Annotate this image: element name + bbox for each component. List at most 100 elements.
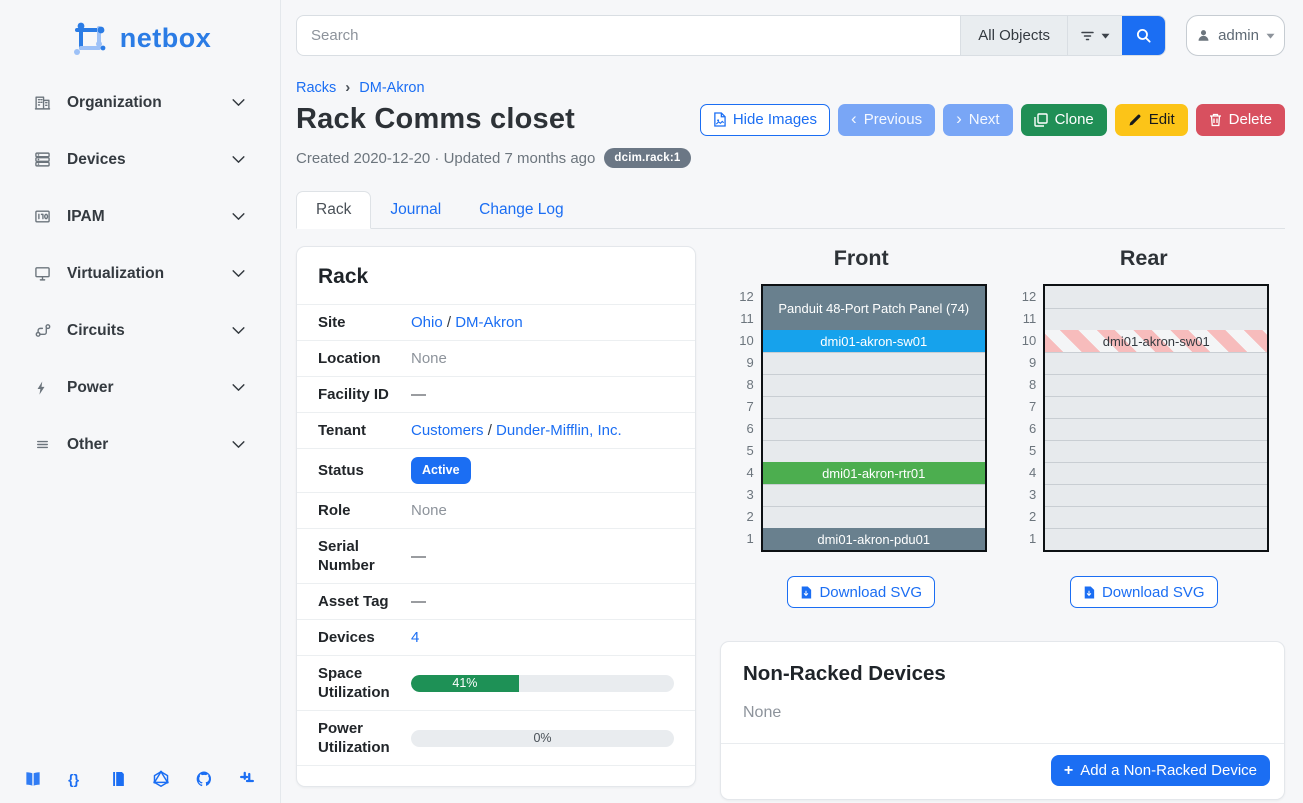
rack-empty-slot[interactable] <box>1045 374 1268 396</box>
value-none: None <box>411 350 447 367</box>
attribute-label: Space Utilization <box>318 665 390 701</box>
sidebar-item-devices[interactable]: Devices <box>0 131 280 188</box>
attribute-label: Power Utilization <box>318 720 390 756</box>
elevation-rear: Rear 12 11 10 9 8 7 6 5 4 3 2 1 dmi01-akron-sw01 Downl… <box>1003 246 1286 608</box>
search-scope-button[interactable]: All Objects <box>960 16 1067 55</box>
device-count-link[interactable]: 4 <box>411 629 420 646</box>
bolt-icon <box>34 380 58 396</box>
attribute-label: Site <box>318 314 346 331</box>
previous-button[interactable]: ‹ Previous <box>838 103 936 136</box>
rack-empty-slot[interactable] <box>1045 484 1268 506</box>
tab-change-log[interactable]: Change Log <box>479 201 564 218</box>
netbox-logo[interactable]: netbox <box>0 12 280 64</box>
chevron-left-icon: ‹ <box>851 109 857 128</box>
rack-empty-slot[interactable] <box>1045 440 1268 462</box>
sidebar-item-ipam[interactable]: IPAM <box>0 188 280 245</box>
next-button[interactable]: › Next <box>943 103 1013 136</box>
search-input[interactable] <box>297 16 961 55</box>
rack-device[interactable]: dmi01-akron-sw01 <box>762 330 985 352</box>
sidebar-item-organization[interactable]: Organization <box>0 74 280 131</box>
breadcrumb-link-site[interactable]: DM-Akron <box>359 79 425 96</box>
attribute-value: None <box>411 349 674 368</box>
unit-number: 9 <box>746 355 754 370</box>
rack-empty-slot[interactable] <box>762 440 985 462</box>
attribute-label: Role <box>318 502 351 519</box>
clone-button[interactable]: Clone <box>1020 103 1107 136</box>
rack-empty-slot[interactable] <box>1045 462 1268 484</box>
progress-label: 0% <box>533 730 552 745</box>
rack-elevations: Front 12 11 10 9 8 7 6 5 4 3 2 1 Panduit 48-Port Patc… <box>720 246 1285 608</box>
attribute-value: Customers / Dunder-Mifflin, Inc. <box>411 422 622 439</box>
rack-empty-slot[interactable] <box>762 418 985 440</box>
graphql-icon[interactable] <box>150 769 172 789</box>
sidebar-nav: Organization Devices IPAM Virtualization Cir… <box>0 74 280 473</box>
value-link[interactable]: Ohio <box>411 314 443 331</box>
power-utilization-bar: 0% <box>411 729 674 747</box>
sidebar-item-power[interactable]: Power <box>0 359 280 416</box>
ip-grid-icon <box>34 208 58 225</box>
elevation-title: Front <box>833 246 889 270</box>
value-link[interactable]: Customers <box>411 422 484 439</box>
attribute-value: — <box>411 593 426 610</box>
value-link[interactable]: Dunder-Mifflin, Inc. <box>496 422 622 439</box>
rack-empty-slot[interactable] <box>762 506 985 528</box>
rack-device[interactable]: Panduit 48-Port Patch Panel (74) <box>762 286 985 330</box>
download-svg-button[interactable]: Download SVG <box>1069 576 1218 608</box>
clone-label: Clone <box>1054 111 1094 128</box>
edit-button[interactable]: Edit <box>1114 103 1188 136</box>
search-icon <box>1135 27 1152 44</box>
rack-empty-slot[interactable] <box>762 484 985 506</box>
attribute-row-space-utilization: Space Utilization 41% <box>297 655 695 710</box>
attribute-row-facility-id: Facility ID — <box>297 376 695 412</box>
github-icon[interactable] <box>193 769 215 789</box>
hide-images-label: Hide Images <box>732 111 818 128</box>
lines-icon <box>34 436 58 453</box>
delete-button[interactable]: Delete <box>1195 103 1285 136</box>
attribute-value: Active <box>411 457 674 484</box>
sidebar-item-other[interactable]: Other <box>0 416 280 473</box>
value-link[interactable]: DM-Akron <box>455 314 523 331</box>
rack-empty-slot[interactable] <box>762 374 985 396</box>
created-updated-text: Created 2020-12-20 · Updated 7 months ag… <box>296 149 596 167</box>
rack-device[interactable]: dmi01-akron-sw01 <box>1045 330 1268 352</box>
rest-api-braces-icon[interactable]: {} <box>65 769 87 789</box>
sidebar-item-virtualization[interactable]: Virtualization <box>0 245 280 302</box>
rack-empty-slot[interactable] <box>762 352 985 374</box>
rack-empty-slot[interactable] <box>1045 308 1268 330</box>
rack-info-card: Rack Site Ohio / DM-Akron Location None Faci… <box>296 246 696 787</box>
docs-book-icon[interactable] <box>22 769 44 789</box>
unit-number: 12 <box>1021 289 1037 304</box>
rack-empty-slot[interactable] <box>762 396 985 418</box>
rack-empty-slot[interactable] <box>1045 352 1268 374</box>
search-filter-button[interactable] <box>1067 16 1122 55</box>
download-svg-button[interactable]: Download SVG <box>787 576 936 608</box>
attribute-label: Facility ID <box>318 386 389 403</box>
sidebar-footer-links: {} <box>0 769 280 789</box>
search-submit-button[interactable] <box>1122 16 1165 55</box>
attribute-label: Serial Number <box>318 538 375 574</box>
filter-icon <box>1080 29 1095 43</box>
add-non-racked-device-button[interactable]: + Add a Non-Racked Device <box>1050 755 1270 786</box>
tab-rack[interactable]: Rack <box>296 191 372 229</box>
rack-device[interactable]: dmi01-akron-rtr01 <box>762 462 985 484</box>
rack-empty-slot[interactable] <box>1045 396 1268 418</box>
breadcrumb-link-racks[interactable]: Racks <box>296 79 337 96</box>
sidebar-item-label: Power <box>67 378 114 396</box>
chevron-down-icon <box>230 208 247 225</box>
sidebar-item-label: Devices <box>67 150 126 168</box>
sidebar-item-circuits[interactable]: Circuits <box>0 302 280 359</box>
rack-empty-slot[interactable] <box>1045 286 1268 308</box>
hide-images-button[interactable]: Hide Images <box>699 103 831 136</box>
attribute-row-tenant: Tenant Customers / Dunder-Mifflin, Inc. <box>297 412 695 448</box>
chevron-down-icon <box>230 322 247 339</box>
user-menu-button[interactable]: admin <box>1186 15 1285 56</box>
rack-empty-slot[interactable] <box>1045 418 1268 440</box>
rack-device[interactable]: dmi01-akron-pdu01 <box>762 528 985 550</box>
tab-journal[interactable]: Journal <box>390 201 442 218</box>
api-journal-icon[interactable] <box>108 769 130 789</box>
slack-icon[interactable] <box>236 769 258 789</box>
attribute-label: Devices <box>318 629 375 646</box>
trash-icon <box>1209 113 1222 127</box>
rack-empty-slot[interactable] <box>1045 506 1268 528</box>
rack-empty-slot[interactable] <box>1045 528 1268 550</box>
